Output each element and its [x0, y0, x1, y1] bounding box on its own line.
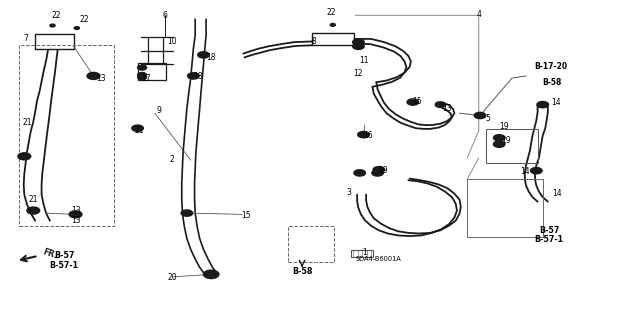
Text: 4: 4	[476, 10, 481, 19]
Bar	[486, 129, 538, 163]
Ellipse shape	[181, 210, 193, 216]
Ellipse shape	[493, 135, 505, 141]
Text: SDA4-B6001A: SDA4-B6001A	[356, 256, 402, 262]
Text: 1: 1	[362, 248, 367, 256]
Ellipse shape	[18, 153, 31, 160]
Ellipse shape	[353, 39, 364, 45]
Ellipse shape	[372, 170, 383, 176]
Text: 14: 14	[550, 98, 561, 107]
Text: B-17-20: B-17-20	[534, 62, 567, 71]
Ellipse shape	[198, 52, 209, 58]
Text: 17: 17	[141, 74, 151, 83]
Text: B-57-1: B-57-1	[534, 235, 564, 244]
Text: 9: 9	[156, 106, 161, 115]
Ellipse shape	[27, 207, 40, 214]
Text: FR.: FR.	[42, 247, 58, 260]
Text: 15: 15	[241, 211, 252, 220]
Text: 13: 13	[70, 216, 81, 225]
Ellipse shape	[537, 101, 548, 108]
Text: B-58: B-58	[292, 267, 312, 276]
Text: 2: 2	[169, 155, 174, 164]
Text: 20: 20	[168, 273, 178, 282]
Text: 13: 13	[442, 104, 452, 113]
Text: 18: 18	[194, 72, 203, 81]
Ellipse shape	[330, 24, 335, 26]
Text: 22: 22	[80, 15, 89, 24]
Ellipse shape	[50, 24, 55, 27]
Bar	[288, 226, 334, 262]
Ellipse shape	[358, 131, 369, 138]
Text: 21: 21	[135, 126, 144, 135]
Bar	[312, 33, 354, 45]
Ellipse shape	[435, 102, 445, 108]
Ellipse shape	[69, 211, 82, 218]
Text: 22: 22	[52, 11, 61, 20]
Text: B-57: B-57	[54, 251, 74, 260]
Text: 19: 19	[500, 136, 511, 145]
Text: 7: 7	[23, 34, 28, 43]
Ellipse shape	[74, 27, 79, 29]
Ellipse shape	[132, 125, 143, 131]
Ellipse shape	[493, 141, 505, 147]
Text: 15: 15	[412, 97, 422, 106]
Bar	[19, 45, 114, 226]
Ellipse shape	[354, 170, 365, 176]
Text: 14: 14	[520, 167, 530, 176]
Text: 8: 8	[311, 37, 316, 46]
Text: 22: 22	[327, 8, 336, 17]
Text: 13: 13	[70, 206, 81, 215]
Text: 16: 16	[363, 131, 373, 140]
Text: 14: 14	[552, 189, 562, 198]
Ellipse shape	[474, 112, 486, 119]
Bar	[35, 34, 74, 49]
Ellipse shape	[531, 167, 542, 174]
Text: 21: 21	[29, 195, 38, 204]
Text: 13: 13	[96, 74, 106, 83]
Bar	[351, 250, 373, 257]
Text: 19: 19	[378, 166, 388, 175]
Ellipse shape	[138, 75, 147, 80]
Bar	[138, 63, 166, 80]
Text: 21: 21	[22, 118, 31, 127]
Text: 18: 18	[207, 53, 216, 62]
Text: 11: 11	[359, 56, 368, 65]
Ellipse shape	[407, 99, 419, 105]
Ellipse shape	[188, 73, 199, 79]
Text: 5: 5	[485, 114, 490, 122]
Text: B-57-1: B-57-1	[49, 261, 79, 270]
Text: 10: 10	[166, 37, 177, 46]
Text: 6: 6	[163, 11, 168, 20]
Bar	[467, 179, 543, 237]
Ellipse shape	[353, 43, 364, 49]
Text: 19: 19	[499, 122, 509, 131]
Ellipse shape	[138, 65, 147, 70]
Ellipse shape	[138, 72, 147, 78]
Text: B-57: B-57	[539, 226, 559, 235]
Ellipse shape	[204, 270, 219, 278]
Ellipse shape	[87, 72, 100, 79]
Text: B-58: B-58	[542, 78, 561, 87]
Ellipse shape	[373, 167, 385, 173]
Text: 12: 12	[354, 69, 363, 78]
Text: 3: 3	[346, 189, 351, 197]
